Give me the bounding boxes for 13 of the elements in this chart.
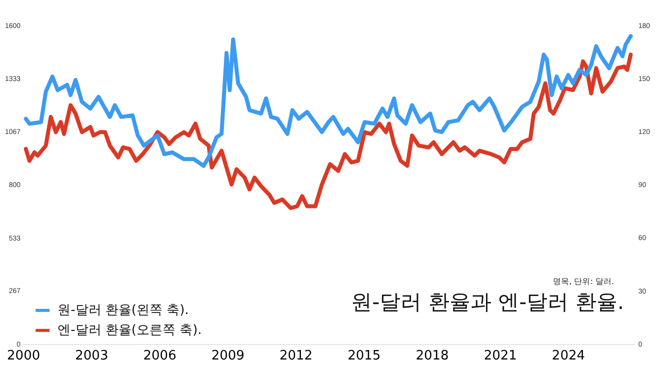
- x-tick-label: 2009: [211, 348, 244, 364]
- x-tick-label: 2015: [348, 348, 381, 364]
- x-tick-label: 2018: [416, 348, 449, 364]
- x-tick-label: 2012: [279, 348, 313, 364]
- text: 원-달러 환율과 엔-달러 환율.: [351, 289, 624, 316]
- x-tick-label: 2006: [143, 348, 176, 364]
- x-tick-label: 2003: [75, 348, 108, 364]
- annotation: 명목, 단위: 달러.: [553, 276, 614, 287]
- x-tick-label: 2000: [7, 348, 40, 364]
- legend-label: 원-달러 환율(왼쪽 축).: [58, 302, 189, 318]
- x-tick-label: 2021: [484, 348, 517, 364]
- x-tick-label: 2024: [552, 348, 586, 364]
- legend-label: 엔-달러 환율(오른쪽 축).: [58, 322, 202, 338]
